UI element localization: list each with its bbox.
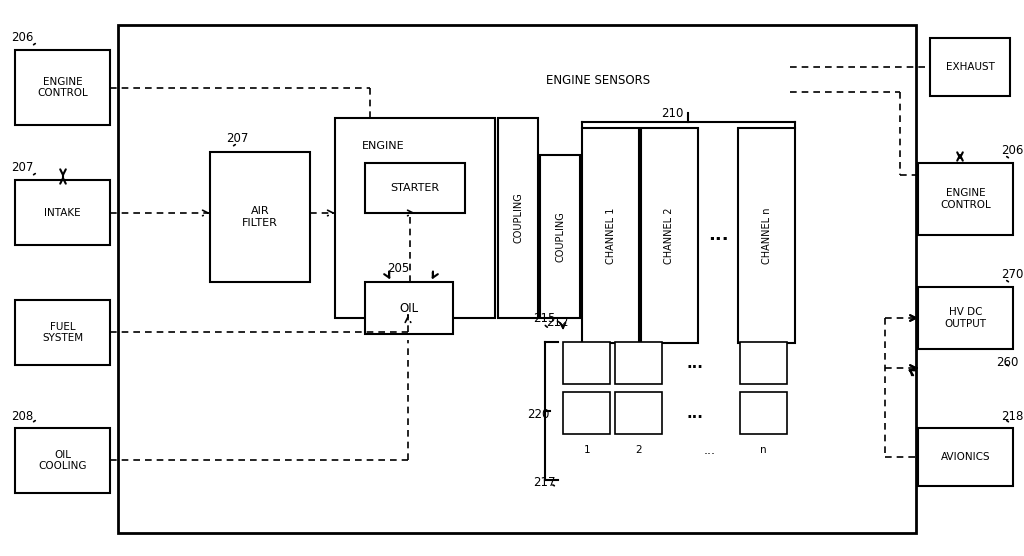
Text: HV DC
OUTPUT: HV DC OUTPUT	[944, 307, 986, 329]
Bar	[582, 128, 639, 343]
Bar	[740, 392, 787, 434]
Text: CHANNEL 2: CHANNEL 2	[665, 207, 675, 264]
Text: FUEL
SYSTEM: FUEL SYSTEM	[42, 322, 83, 343]
Bar	[538, 72, 883, 170]
Bar	[615, 392, 662, 434]
Bar	[540, 155, 580, 318]
Text: ENGINE SENSORS: ENGINE SENSORS	[546, 73, 650, 87]
Text: EXHAUST: EXHAUST	[945, 62, 994, 72]
Text: ...: ...	[686, 405, 703, 420]
Bar	[558, 338, 843, 478]
Text: 218: 218	[1000, 410, 1023, 423]
Bar	[918, 287, 1013, 349]
Text: AVIONICS: AVIONICS	[941, 452, 990, 462]
Bar	[563, 342, 610, 384]
Bar	[365, 282, 453, 334]
Bar	[335, 118, 495, 318]
Text: 206: 206	[1000, 143, 1023, 156]
Bar	[548, 328, 910, 488]
Bar	[488, 58, 886, 176]
Text: 206: 206	[11, 31, 33, 43]
Text: 220: 220	[526, 409, 549, 421]
Text: ...: ...	[708, 226, 728, 244]
Text: 212: 212	[546, 315, 568, 329]
Text: 217: 217	[532, 475, 555, 489]
Text: CHANNEL 1: CHANNEL 1	[605, 207, 615, 264]
Text: 2: 2	[636, 445, 642, 455]
Text: 207: 207	[11, 161, 33, 173]
Bar	[118, 25, 916, 533]
Text: CHANNEL n: CHANNEL n	[762, 207, 771, 264]
Text: 210: 210	[660, 107, 683, 120]
Bar	[563, 392, 610, 434]
Bar	[15, 300, 110, 365]
Text: ...: ...	[705, 444, 716, 456]
Text: 1: 1	[584, 445, 590, 455]
Text: ...: ...	[686, 355, 703, 370]
Text: 207: 207	[226, 132, 248, 145]
Bar	[738, 128, 795, 343]
Text: STARTER: STARTER	[390, 183, 439, 193]
Bar	[615, 342, 662, 384]
Text: ENGINE
CONTROL: ENGINE CONTROL	[940, 188, 991, 210]
Bar	[15, 428, 110, 493]
Text: 215: 215	[532, 311, 555, 325]
Bar	[15, 180, 110, 245]
Bar	[740, 342, 787, 384]
Bar	[15, 50, 110, 125]
Text: ENGINE: ENGINE	[361, 141, 404, 151]
Bar	[918, 163, 1013, 235]
Bar	[641, 128, 698, 343]
Text: 208: 208	[11, 410, 33, 423]
Text: INTAKE: INTAKE	[44, 207, 81, 217]
Text: 270: 270	[1000, 267, 1023, 280]
Bar	[918, 428, 1013, 486]
Text: 260: 260	[995, 355, 1018, 369]
Bar	[930, 38, 1010, 96]
Text: COUPLING: COUPLING	[513, 192, 523, 244]
Text: ENGINE
CONTROL: ENGINE CONTROL	[37, 77, 88, 98]
Text: OIL
COOLING: OIL COOLING	[38, 450, 87, 471]
Bar	[365, 163, 465, 213]
Bar	[210, 152, 310, 282]
Bar	[498, 118, 538, 318]
Text: AIR
FILTER: AIR FILTER	[242, 206, 278, 228]
Text: COUPLING: COUPLING	[555, 211, 565, 262]
Text: OIL: OIL	[399, 301, 419, 315]
Text: n: n	[760, 445, 766, 455]
Text: 205: 205	[387, 261, 410, 275]
